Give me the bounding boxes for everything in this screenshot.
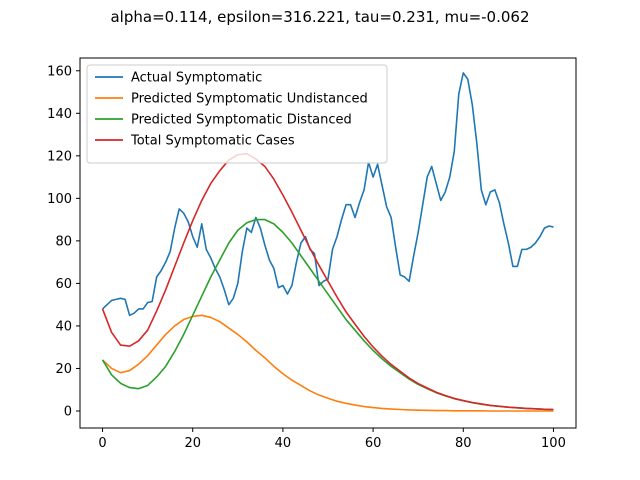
legend-label: Total Symptomatic Cases — [130, 134, 295, 149]
y-tick-label: 100 — [47, 192, 72, 207]
y-tick-label: 140 — [47, 107, 72, 122]
plot-area — [101, 72, 554, 412]
y-tick-label: 0 — [64, 404, 72, 419]
y-tick-label: 120 — [47, 149, 72, 164]
x-tick-label: 40 — [275, 436, 292, 451]
y-tick-label: 60 — [55, 277, 72, 292]
chart-title: alpha=0.114, epsilon=316.221, tau=0.231,… — [110, 8, 529, 26]
x-tick-label: 20 — [184, 436, 201, 451]
x-tick-label: 80 — [455, 436, 472, 451]
y-tick-label: 160 — [47, 64, 72, 79]
axes: 0 20 40 60 80 100 0 20 40 60 80 100 120 140 160 — [47, 57, 577, 451]
series-line-3 — [101, 152, 554, 411]
y-tick-label: 40 — [55, 319, 72, 334]
x-tick-label: 100 — [541, 436, 566, 451]
legend-label: Actual Symptomatic — [131, 71, 262, 86]
series-line-1 — [102, 314, 554, 412]
legend: Actual Symptomatic Predicted Symptomatic … — [86, 64, 388, 164]
x-tick-label: 60 — [365, 436, 382, 451]
legend-label: Predicted Symptomatic Distanced — [131, 113, 352, 128]
y-tick-label: 80 — [55, 234, 72, 249]
axes-frame — [79, 57, 577, 429]
x-tick-label: 0 — [98, 436, 106, 451]
series-line-0 — [102, 72, 554, 317]
legend-label: Predicted Symptomatic Undistanced — [131, 92, 368, 107]
y-tick-label: 20 — [55, 362, 72, 377]
legend-box — [86, 64, 388, 164]
